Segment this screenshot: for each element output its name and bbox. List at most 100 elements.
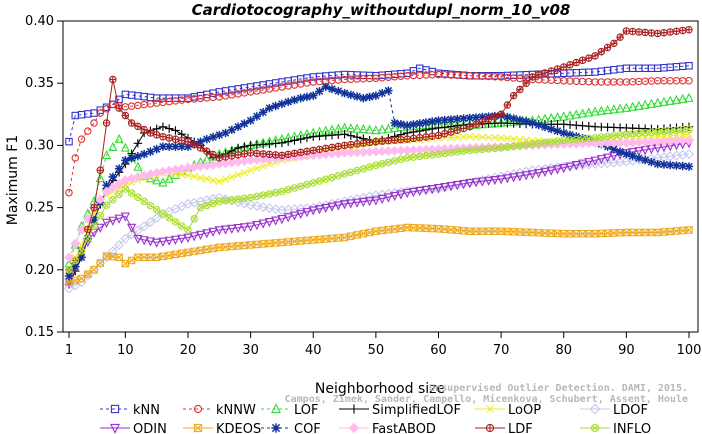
- marker-mark: [128, 119, 135, 127]
- marker-mark: [547, 229, 555, 237]
- marker-mark: [196, 246, 205, 254]
- legend-label: kNN: [133, 403, 160, 418]
- marker: [559, 128, 568, 138]
- marker: [259, 162, 267, 170]
- marker: [71, 256, 80, 265]
- marker: [102, 181, 111, 190]
- marker: [95, 172, 105, 183]
- marker-mark: [241, 195, 247, 202]
- marker-mark: [391, 136, 398, 144]
- marker: [177, 142, 186, 151]
- marker: [559, 164, 569, 174]
- marker: [121, 185, 130, 193]
- marker: [666, 160, 675, 170]
- marker-mark: [115, 104, 123, 112]
- marker-mark: [341, 142, 348, 149]
- series-line: [68, 133, 690, 271]
- marker: [271, 403, 281, 414]
- marker: [546, 166, 556, 176]
- marker-mark: [585, 230, 593, 238]
- marker: [190, 172, 198, 181]
- marker-mark: [660, 228, 668, 236]
- marker: [77, 274, 86, 283]
- marker: [377, 124, 387, 134]
- marker: [402, 188, 412, 199]
- marker-mark: [341, 171, 348, 177]
- marker-mark: [278, 152, 286, 159]
- marker: [302, 208, 312, 218]
- marker: [377, 194, 387, 205]
- marker-mark: [485, 146, 492, 152]
- marker-mark: [303, 236, 311, 245]
- marker-mark: [116, 191, 122, 197]
- marker-mark: [304, 181, 310, 188]
- marker-mark: [522, 80, 530, 87]
- marker: [534, 120, 543, 130]
- marker-mark: [616, 33, 624, 41]
- marker: [170, 235, 181, 245]
- marker-mark: [348, 169, 354, 175]
- marker: [65, 137, 73, 146]
- legend-item-loop: LoOP: [475, 403, 541, 418]
- marker-mark: [579, 136, 586, 142]
- marker: [565, 130, 575, 139]
- marker-mark: [422, 133, 430, 141]
- credit-line: Campos, Zimek, Sander, Campello, Micenko…: [285, 393, 688, 405]
- marker-mark: [409, 224, 418, 232]
- marker-mark: [221, 243, 230, 251]
- marker-mark: [235, 196, 241, 202]
- marker: [466, 133, 474, 141]
- marker: [158, 142, 168, 151]
- marker-mark: [435, 151, 442, 157]
- marker: [340, 130, 349, 139]
- marker-mark: [359, 230, 367, 238]
- marker-mark: [178, 249, 186, 257]
- marker-mark: [397, 136, 405, 143]
- marker: [110, 423, 120, 434]
- marker-mark: [516, 86, 524, 93]
- marker: [77, 135, 86, 143]
- marker: [684, 149, 694, 160]
- marker-mark: [423, 152, 429, 159]
- marker-mark: [604, 44, 611, 51]
- marker-mark: [278, 238, 286, 247]
- marker: [315, 87, 324, 96]
- marker: [120, 212, 130, 222]
- marker: [202, 229, 212, 239]
- marker: [264, 203, 275, 214]
- marker-mark: [398, 156, 404, 162]
- marker-mark: [479, 118, 486, 125]
- marker: [296, 209, 306, 220]
- marker: [659, 96, 669, 106]
- marker-mark: [661, 128, 667, 134]
- marker: [415, 186, 425, 197]
- x-tick-label: 30: [242, 343, 259, 358]
- marker: [165, 214, 173, 222]
- legend-item-knn: kNN: [100, 403, 160, 418]
- marker-mark: [591, 52, 599, 60]
- marker: [270, 204, 281, 215]
- marker-mark: [259, 150, 267, 158]
- marker: [71, 154, 80, 162]
- marker: [190, 215, 199, 223]
- marker: [565, 110, 575, 120]
- x-tick-label: 90: [618, 343, 635, 358]
- marker: [165, 124, 174, 133]
- marker-mark: [166, 215, 172, 221]
- marker-mark: [85, 236, 91, 242]
- marker: [346, 199, 356, 209]
- marker-mark: [636, 130, 642, 136]
- marker-mark: [648, 29, 655, 37]
- marker-mark: [179, 223, 185, 229]
- marker-mark: [685, 226, 693, 234]
- marker: [453, 114, 462, 124]
- y-tick-label: 0.30: [25, 138, 54, 153]
- series-line: [68, 142, 690, 283]
- marker-mark: [554, 65, 561, 73]
- marker-mark: [291, 150, 298, 157]
- marker: [246, 222, 256, 232]
- marker: [440, 115, 449, 125]
- marker: [115, 190, 123, 199]
- marker: [108, 216, 118, 226]
- marker: [472, 133, 480, 141]
